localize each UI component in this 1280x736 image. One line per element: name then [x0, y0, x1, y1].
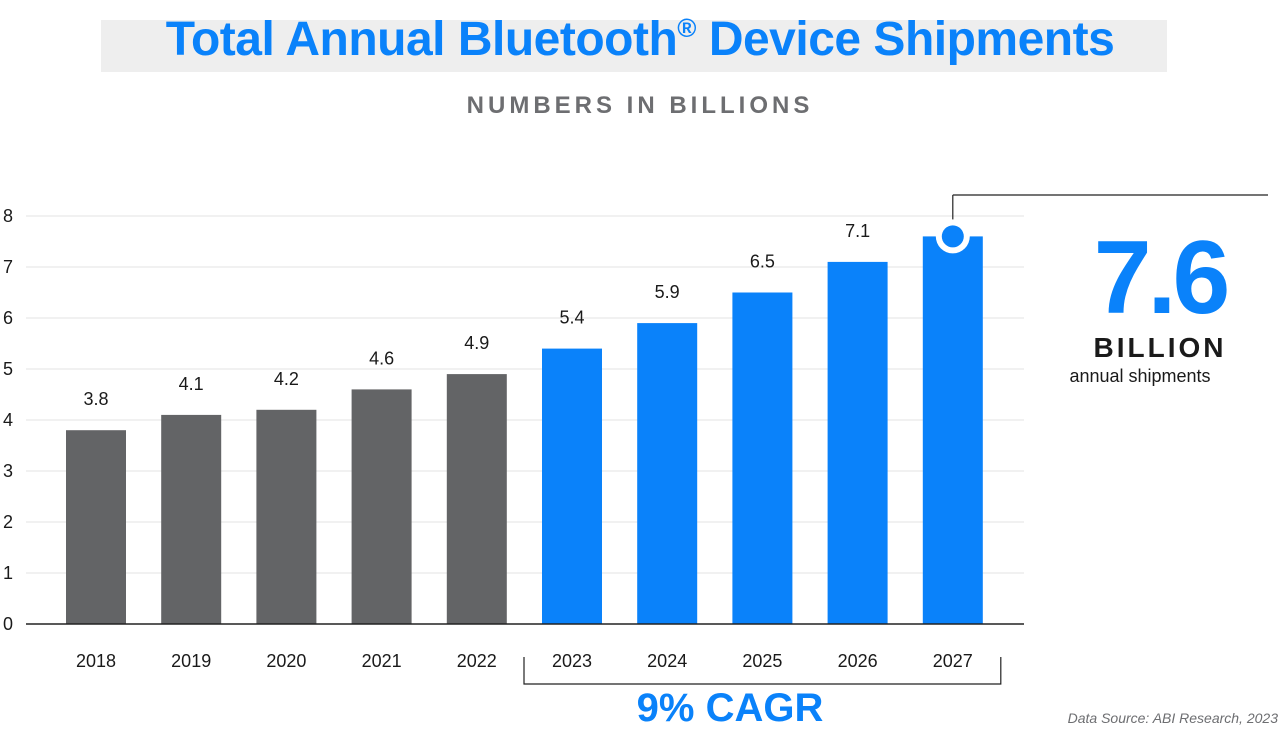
x-tick-label: 2027: [933, 651, 973, 671]
y-tick-label: 7: [3, 257, 13, 277]
x-tick-label: 2022: [457, 651, 497, 671]
x-tick-label: 2023: [552, 651, 592, 671]
chart-title: Total Annual Bluetooth® Device Shipments: [0, 0, 1280, 66]
y-tick-label: 3: [3, 461, 13, 481]
cagr-label: 9% CAGR: [636, 686, 824, 730]
x-tick-label: 2021: [362, 651, 402, 671]
bar-value-label: 4.9: [464, 333, 489, 353]
registered-mark: ®: [677, 13, 696, 43]
bar-value-label: 3.8: [83, 389, 108, 409]
y-tick-label: 1: [3, 563, 13, 583]
bar: [732, 292, 793, 624]
x-tick-label: 2025: [742, 651, 782, 671]
y-tick-label: 0: [3, 614, 13, 634]
bar: [827, 261, 888, 624]
highlight-value: 7.6: [1093, 220, 1231, 336]
title-text: Total Annual Bluetooth: [165, 13, 678, 66]
bar-value-label: 6.5: [750, 252, 775, 272]
y-tick-label: 8: [3, 206, 13, 226]
y-tick-label: 5: [3, 359, 13, 379]
bar-value-label: 4.1: [179, 374, 204, 394]
highlight-unit: BILLION: [1093, 332, 1227, 363]
x-tick-label: 2019: [171, 651, 211, 671]
data-source: Data Source: ABI Research, 2023: [1067, 710, 1278, 726]
bar: [637, 323, 698, 624]
bar: [922, 236, 983, 624]
bar-value-label: 7.1: [845, 221, 870, 241]
bar: [446, 374, 507, 624]
x-tick-label: 2024: [647, 651, 687, 671]
bar-value-label: 5.4: [559, 308, 584, 328]
bar: [256, 409, 317, 624]
bar: [542, 348, 602, 624]
cagr-bracket: [523, 657, 1002, 685]
bar: [66, 430, 126, 624]
highlight-description: annual shipments: [1069, 366, 1211, 386]
x-tick-label: 2018: [76, 651, 116, 671]
x-tick-label: 2026: [838, 651, 878, 671]
bar: [161, 414, 222, 624]
chart-subtitle: NUMBERS IN BILLIONS: [466, 92, 814, 119]
bar-value-label: 4.2: [274, 369, 299, 389]
title-background: [101, 20, 1167, 72]
x-tick-label: 2020: [266, 651, 306, 671]
y-tick-label: 2: [3, 512, 13, 532]
marker-dot: [941, 225, 964, 248]
bar: [351, 389, 412, 624]
y-tick-label: 4: [3, 410, 13, 430]
title-text-end: Device Shipments: [708, 13, 1115, 66]
bar-value-label: 5.9: [655, 282, 680, 302]
y-tick-label: 6: [3, 308, 13, 328]
bar-value-label: 4.6: [369, 348, 394, 368]
